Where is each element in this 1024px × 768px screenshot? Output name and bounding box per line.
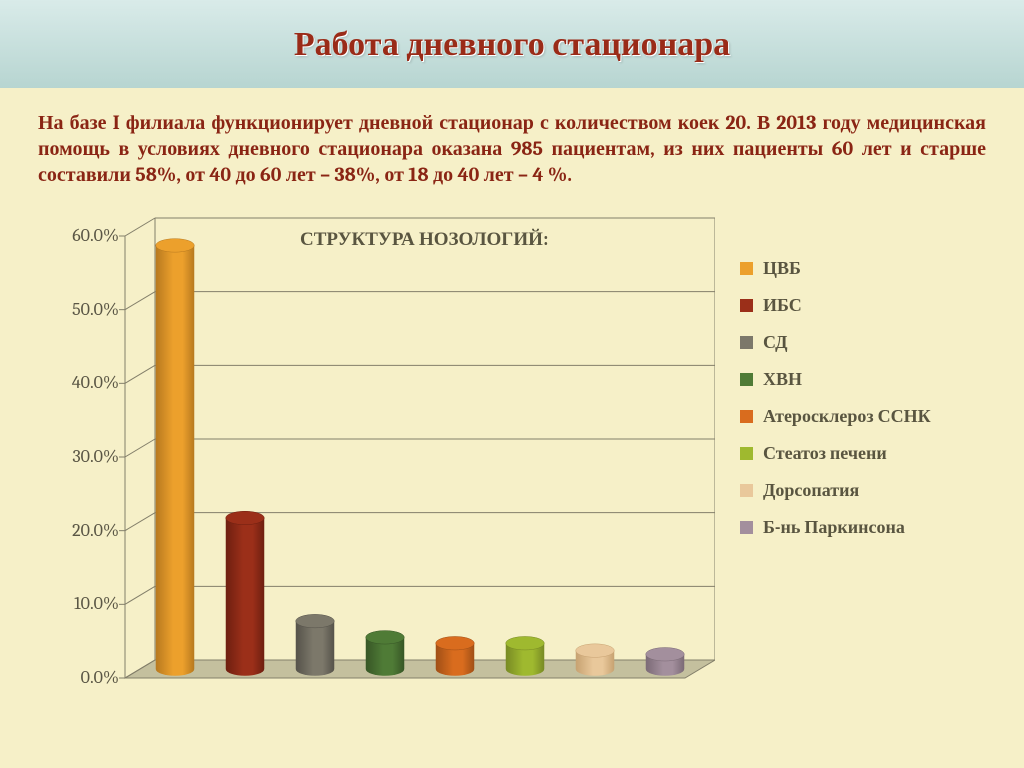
bar-chart bbox=[115, 208, 715, 698]
legend-label: Дорсопатия bbox=[763, 480, 859, 501]
y-tick-label: 20.0% bbox=[39, 520, 119, 541]
legend-label: Стеатоз печени bbox=[763, 443, 887, 464]
y-tick-label: 60.0% bbox=[39, 225, 119, 246]
legend-item: Атеросклероз ССНК bbox=[740, 406, 931, 427]
legend-item: Б-нь Паркинсона bbox=[740, 517, 931, 538]
legend-label: Б-нь Паркинсона bbox=[763, 517, 905, 538]
legend-swatch bbox=[740, 336, 753, 349]
legend-label: ЦВБ bbox=[763, 258, 801, 279]
y-tick-label: 30.0% bbox=[39, 446, 119, 467]
legend-swatch bbox=[740, 521, 753, 534]
legend-label: ХВН bbox=[763, 369, 802, 390]
legend-item: ХВН bbox=[740, 369, 931, 390]
legend-item: Дорсопатия bbox=[740, 480, 931, 501]
legend-item: ИБС bbox=[740, 295, 931, 316]
y-tick-label: 0.0% bbox=[39, 667, 119, 688]
legend-item: СД bbox=[740, 332, 931, 353]
legend-swatch bbox=[740, 484, 753, 497]
legend-swatch bbox=[740, 299, 753, 312]
legend-swatch bbox=[740, 410, 753, 423]
legend-label: СД bbox=[763, 332, 788, 353]
y-tick-label: 40.0% bbox=[39, 372, 119, 393]
title-bar: Работа дневного стационара bbox=[0, 0, 1024, 88]
legend-swatch bbox=[740, 373, 753, 386]
page-title: Работа дневного стационара bbox=[294, 24, 730, 64]
legend-label: Атеросклероз ССНК bbox=[763, 406, 931, 427]
legend-swatch bbox=[740, 447, 753, 460]
y-tick-label: 50.0% bbox=[39, 299, 119, 320]
y-tick-label: 10.0% bbox=[39, 593, 119, 614]
chart-container: СТРУКТУРА НОЗОЛОГИЙ: 0.0%10.0%20.0%30.0%… bbox=[20, 198, 1004, 728]
legend-item: ЦВБ bbox=[740, 258, 931, 279]
legend-label: ИБС bbox=[763, 295, 802, 316]
legend: ЦВБ ИБС СД ХВН Атеросклероз ССНК Стеатоз пече… bbox=[740, 258, 931, 554]
intro-text: На базе I филиала функционирует дневной … bbox=[0, 88, 1024, 194]
legend-item: Стеатоз печени bbox=[740, 443, 931, 464]
legend-swatch bbox=[740, 262, 753, 275]
